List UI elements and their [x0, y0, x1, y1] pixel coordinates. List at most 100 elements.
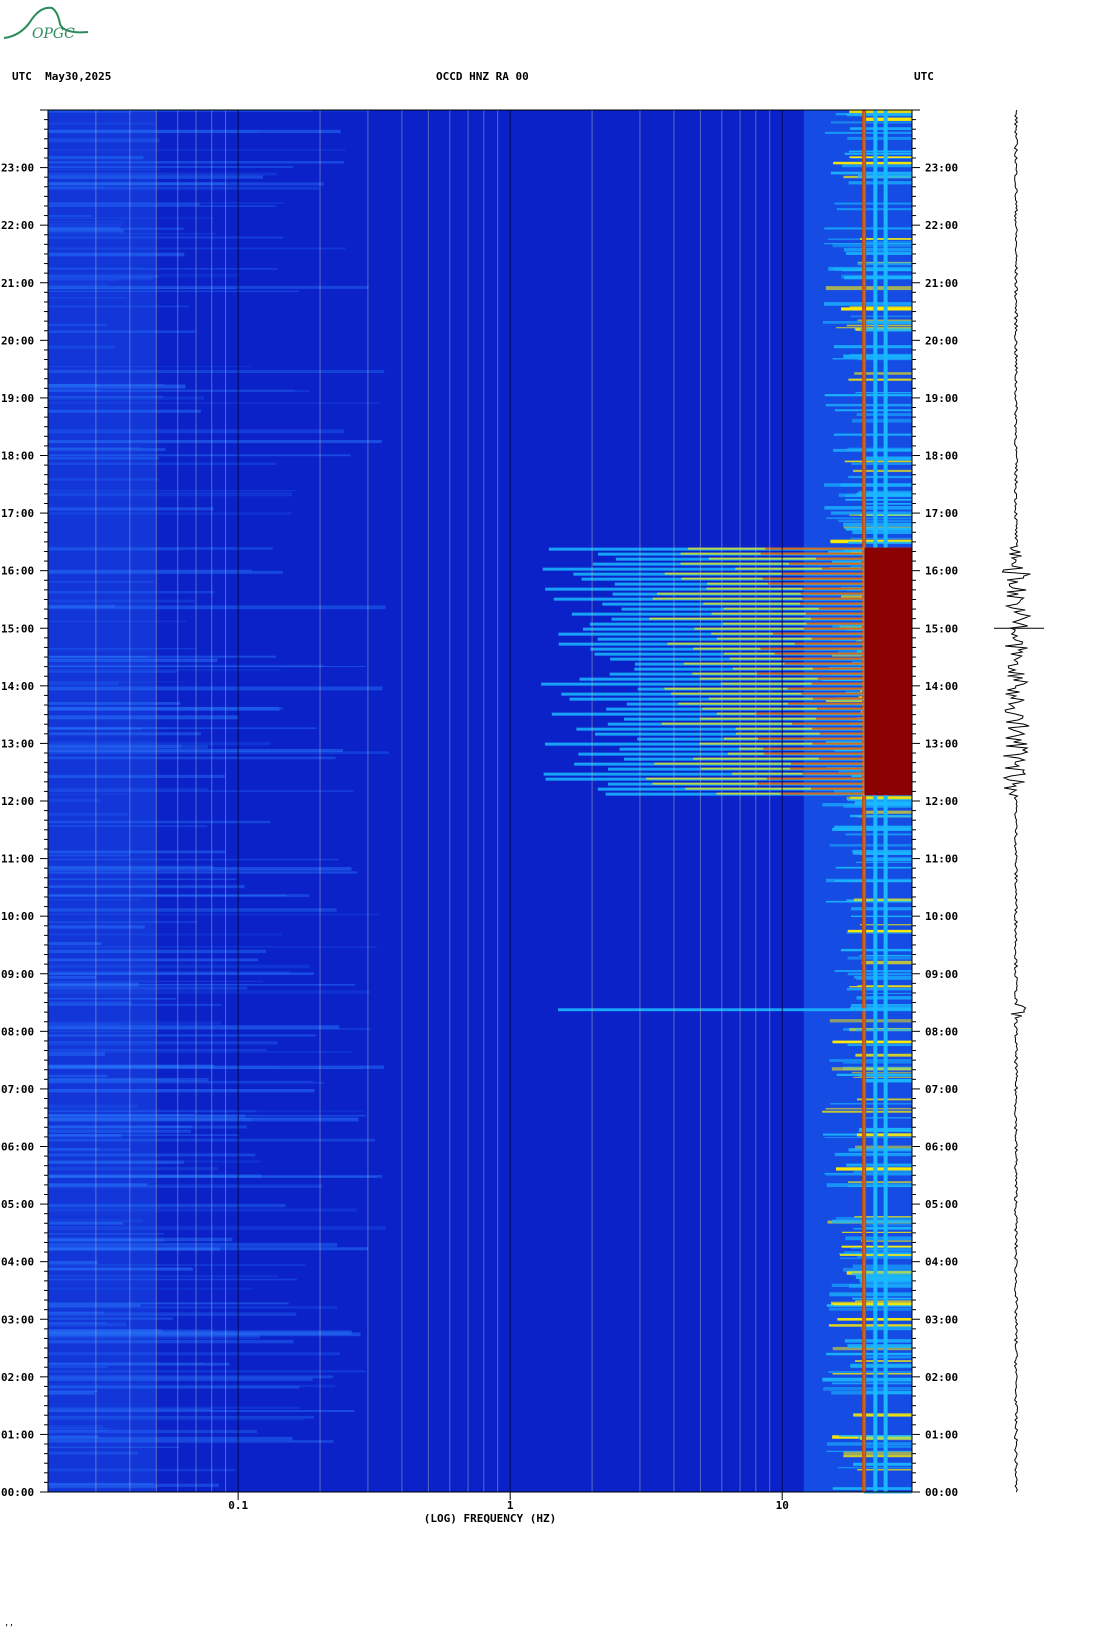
event-band-row-strong	[667, 642, 912, 645]
noise-streak	[48, 681, 187, 683]
noise-streak	[48, 122, 157, 125]
plot-background	[48, 110, 912, 1492]
y-tick-label-left: 02:00	[1, 1371, 34, 1384]
event-band-row-peak	[791, 722, 912, 725]
y-tick-label-right: 04:00	[925, 1256, 958, 1269]
high-freq-streak	[832, 827, 912, 831]
noise-streak	[48, 1125, 247, 1129]
noise-streak	[48, 1167, 219, 1171]
noise-streak	[48, 605, 386, 610]
noise-streak	[48, 706, 280, 711]
noise-streak	[48, 732, 201, 736]
high-freq-streak	[850, 315, 912, 318]
noise-streak	[48, 1415, 314, 1419]
noise-streak	[48, 666, 366, 668]
noise-streak	[48, 223, 122, 226]
noise-streak	[48, 854, 130, 857]
high-freq-streak	[863, 1391, 912, 1394]
y-tick-label-left: 20:00	[1, 334, 34, 347]
noise-streak	[48, 149, 346, 151]
noise-streak	[48, 366, 252, 368]
noise-streak	[48, 1311, 105, 1314]
high-freq-streak	[844, 1339, 912, 1343]
high-freq-streak	[849, 127, 912, 131]
event-band-row-peak	[811, 787, 912, 790]
event-band-row-peak	[812, 697, 912, 700]
event-band-row-peak	[756, 712, 912, 715]
noise-streak	[48, 1183, 148, 1187]
high-freq-streak	[849, 110, 912, 114]
noise-streak	[48, 345, 115, 349]
noise-streak	[48, 964, 310, 969]
noise-streak	[48, 1238, 165, 1242]
noise-streak	[48, 1133, 122, 1138]
event-band-row-strong	[708, 557, 912, 560]
noise-streak	[48, 217, 215, 219]
noise-streak	[48, 990, 371, 994]
seismogram-line	[1001, 109, 1032, 1493]
noise-streak	[48, 1050, 353, 1053]
high-freq-streak	[823, 302, 912, 306]
event-band-row-peak	[802, 587, 912, 590]
high-freq-streak	[822, 803, 912, 807]
noise-streak	[48, 1080, 314, 1083]
noise-streak	[48, 899, 141, 901]
plot-area	[48, 110, 912, 1492]
noise-streak	[48, 1237, 233, 1242]
high-freq-streak	[845, 494, 912, 498]
high-freq-streak	[832, 243, 912, 248]
noise-streak	[48, 681, 119, 686]
noise-streak	[48, 1322, 127, 1327]
high-freq-streak	[828, 1324, 912, 1327]
noise-streak	[48, 933, 282, 936]
noise-streak	[48, 215, 92, 217]
axes: 23:00 23:00 22:00 22:00 21:00 21:00 20:00 20:00…	[1, 109, 958, 1512]
noise-streak	[48, 384, 186, 389]
noise-streak	[48, 186, 320, 190]
noise-streak	[48, 1028, 371, 1030]
noise-streak	[48, 390, 310, 392]
noise-streak	[48, 581, 154, 583]
y-tick-label-left: 16:00	[1, 565, 34, 578]
high-freq-streak	[828, 1307, 912, 1311]
noise-streak	[48, 1203, 286, 1208]
high-freq-streak	[833, 433, 912, 436]
noise-streak	[48, 1114, 246, 1118]
high-freq-streak	[845, 252, 912, 255]
high-freq-streak	[844, 460, 912, 463]
high-freq-streak	[824, 1136, 912, 1138]
high-freq-streak	[848, 150, 912, 153]
event-band-row-peak	[787, 687, 912, 690]
event-band-row-peak	[811, 682, 912, 685]
noise-streak	[48, 1233, 164, 1235]
noise-streak	[48, 330, 196, 333]
high-freq-streak	[863, 456, 912, 461]
noise-streak	[48, 1160, 261, 1163]
noise-streak	[48, 980, 263, 982]
event-band-row-peak	[781, 572, 912, 575]
noise-streak	[48, 1287, 254, 1290]
high-freq-streak	[851, 907, 912, 911]
noise-streak	[48, 866, 352, 871]
high-freq-streak	[843, 354, 912, 359]
high-freq-streak	[832, 1373, 912, 1375]
high-freq-streak	[826, 878, 912, 883]
high-freq-streak	[848, 1148, 912, 1152]
noise-streak	[48, 1312, 297, 1316]
noise-streak	[48, 1406, 301, 1409]
high-freq-streak	[846, 324, 912, 327]
high-freq-streak	[825, 286, 912, 291]
noise-streak	[48, 396, 205, 400]
noise-streak	[48, 1067, 363, 1070]
y-tick-label-right: 05:00	[925, 1198, 958, 1211]
y-tick-label-left: 10:00	[1, 910, 34, 923]
high-freq-streak	[853, 1170, 912, 1173]
high-freq-streak	[850, 537, 912, 540]
high-freq-streak	[825, 1107, 912, 1110]
y-tick-label-right: 03:00	[925, 1313, 958, 1326]
noise-streak	[48, 1161, 175, 1164]
noise-streak	[48, 1274, 279, 1278]
event-band-row-peak	[774, 652, 912, 655]
noise-streak	[48, 921, 198, 924]
high-freq-streak	[849, 1284, 912, 1289]
